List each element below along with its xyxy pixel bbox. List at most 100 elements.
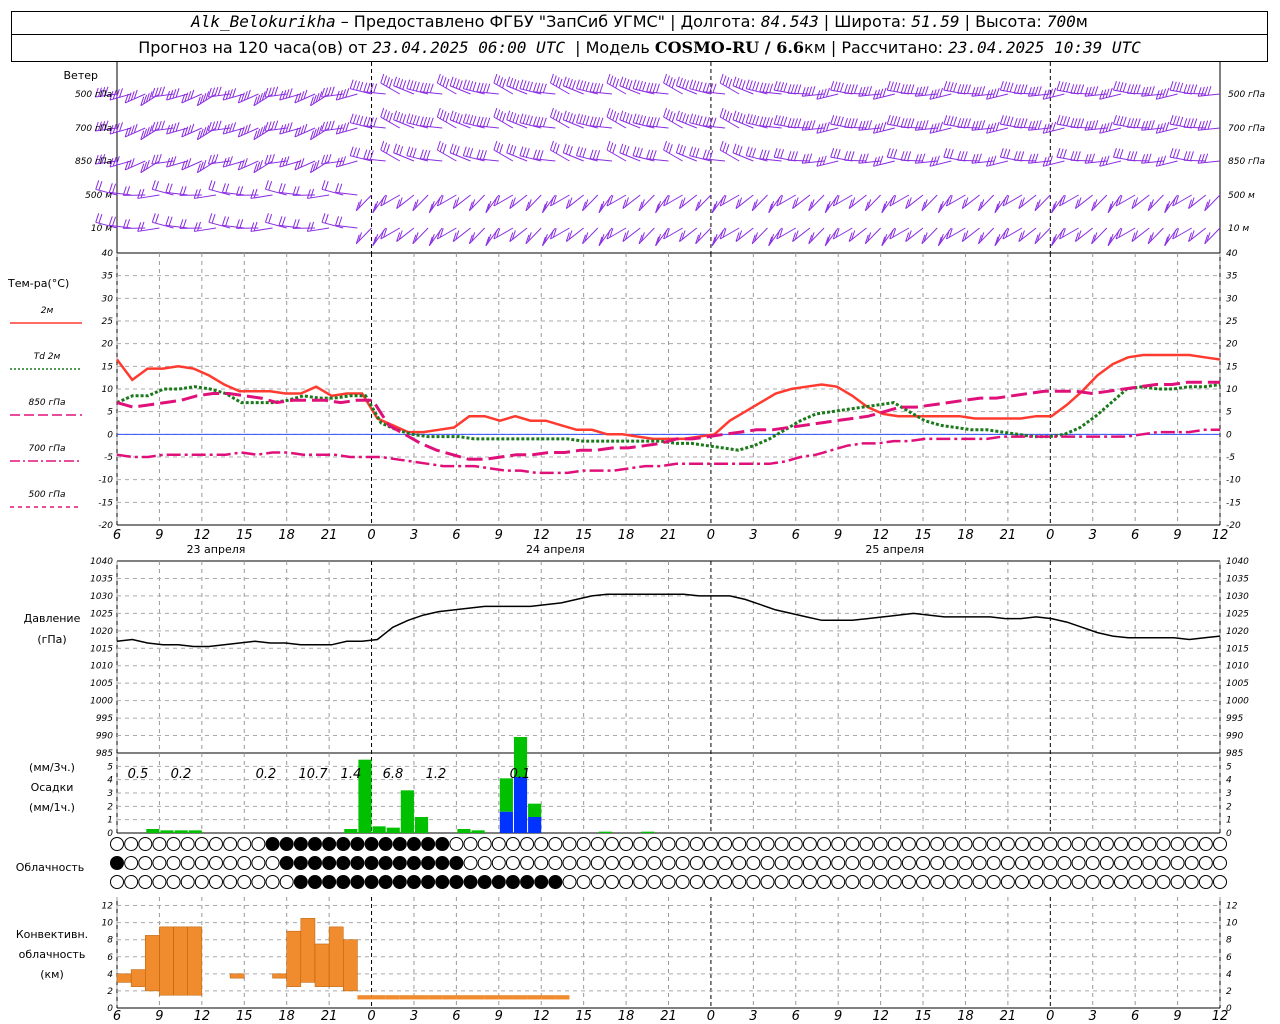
wind-barb <box>961 227 980 242</box>
wind-barb-feather <box>145 93 150 103</box>
wind-barb-feather <box>1056 148 1061 158</box>
cloud-cover-circle <box>1114 875 1129 889</box>
wind-barb <box>1099 87 1122 100</box>
cloud-cover-circle <box>1071 875 1086 889</box>
wind-barb <box>549 227 570 240</box>
wind-barb-feather <box>1179 82 1184 93</box>
wind-barb <box>208 180 231 196</box>
wind-barb-feather <box>1204 234 1209 244</box>
wind-barb-feather <box>112 183 117 193</box>
wind-barb-feather <box>483 83 487 93</box>
wind-barb-feather <box>253 96 258 106</box>
wind-barb-shaft <box>676 119 697 129</box>
precip-bar-rain <box>188 830 202 833</box>
wind-barb-feather <box>562 143 567 153</box>
wind-barb-feather <box>1116 148 1121 158</box>
cloud-cover-circle <box>675 875 690 889</box>
wind-barb-feather <box>439 109 444 119</box>
wind-barb-feather <box>722 75 727 85</box>
wind-barb <box>745 113 768 129</box>
wind-barb-feather <box>143 94 148 105</box>
wind-barb-feather <box>225 123 230 134</box>
wind-barb <box>264 120 287 132</box>
wind-barb-feather <box>1119 116 1124 126</box>
wind-barb-feather <box>458 80 463 90</box>
wind-barb-feather <box>914 87 919 97</box>
wind-barb-feather <box>1013 151 1018 161</box>
wind-barb-feather <box>1204 201 1209 211</box>
wind-barb-feather <box>745 79 750 89</box>
wind-barb-feather <box>181 93 186 104</box>
wind-barb-feather <box>419 149 424 159</box>
wind-barb-feather <box>179 219 184 229</box>
wind-barb <box>562 110 584 129</box>
x-tick-label: 12 <box>533 528 550 543</box>
wind-barb-feather <box>625 113 630 123</box>
wind-barb-feather <box>599 83 604 93</box>
wind-barb-feather <box>953 116 958 127</box>
wind-barb-feather <box>297 159 302 169</box>
wind-barb-feather <box>1013 84 1018 94</box>
wind-barb-feather <box>468 201 473 211</box>
wind-barb-feather <box>1108 87 1113 98</box>
wind-barb-feather <box>539 83 544 93</box>
wind-barb-feather <box>562 76 567 86</box>
wind-barb <box>419 116 443 129</box>
wind-barb-feather <box>668 144 673 154</box>
wind-barb-feather <box>342 89 347 99</box>
wind-barb-feather <box>977 86 982 96</box>
wind-barb <box>719 227 740 240</box>
wind-barb-feather <box>946 115 951 125</box>
wind-barb-feather <box>356 148 361 158</box>
wind-barb-feather <box>372 203 377 213</box>
wind-barb-feather <box>882 87 887 98</box>
wind-barb-feather <box>426 83 431 93</box>
cloud-cover-circle <box>265 837 280 851</box>
wind-barb-feather <box>98 154 102 164</box>
wind-barb-feather <box>419 82 424 92</box>
wind-barb-feather <box>1186 118 1191 128</box>
wind-barb-feather <box>1200 120 1205 131</box>
wind-barb-feather <box>380 196 385 207</box>
wind-barb-feather <box>207 87 212 98</box>
pressure-tick-right: 990 <box>1226 732 1243 742</box>
wind-barb-feather <box>748 114 753 124</box>
wind-barb-feather <box>682 113 686 123</box>
wind-barb <box>1091 194 1108 212</box>
cloud-cover-circle <box>845 875 860 889</box>
wind-barb-feather <box>127 92 132 102</box>
cloud-cover-circle <box>873 856 888 870</box>
x-tick-label: 18 <box>278 528 295 543</box>
cloud-cover-circle <box>124 837 139 851</box>
x-tick-label: 9 <box>834 528 842 543</box>
wind-barb-feather <box>1056 115 1061 125</box>
precip-annotation: 0.5 <box>128 767 149 782</box>
cloud-cover-circle <box>901 856 916 870</box>
wind-barb-feather <box>868 120 873 130</box>
wind-barb-feather <box>237 127 242 138</box>
wind-barb-feather <box>145 160 150 170</box>
wind-barb-feather <box>124 160 129 171</box>
wind-barb-feather <box>824 203 829 213</box>
wind-barb-feather <box>396 199 401 209</box>
wind-barb-feather <box>181 127 186 138</box>
wind-barb <box>830 115 853 129</box>
cloud-cover-circle <box>477 875 492 889</box>
convective-cloud-layer <box>116 918 570 1000</box>
wind-barb-shaft <box>380 149 401 162</box>
wind-barb <box>476 82 499 95</box>
wind-barb-feather <box>596 117 601 127</box>
wind-barb-feather <box>957 151 962 161</box>
cloud-cover-circle <box>590 875 605 889</box>
wind-barb-feather <box>946 81 951 91</box>
wind-barb-feather <box>728 112 733 123</box>
wind-barb-feather <box>709 150 714 160</box>
wind-barb <box>151 86 174 98</box>
precip-bar-rain <box>146 829 160 833</box>
wind-barb-feather <box>412 81 417 91</box>
wind-barb-feather <box>380 229 385 240</box>
wind-barb-feather <box>525 201 530 211</box>
cloud-cover-circle <box>633 875 648 889</box>
cloud-cover-circle <box>774 875 789 889</box>
wind-barb-feather <box>205 125 210 135</box>
